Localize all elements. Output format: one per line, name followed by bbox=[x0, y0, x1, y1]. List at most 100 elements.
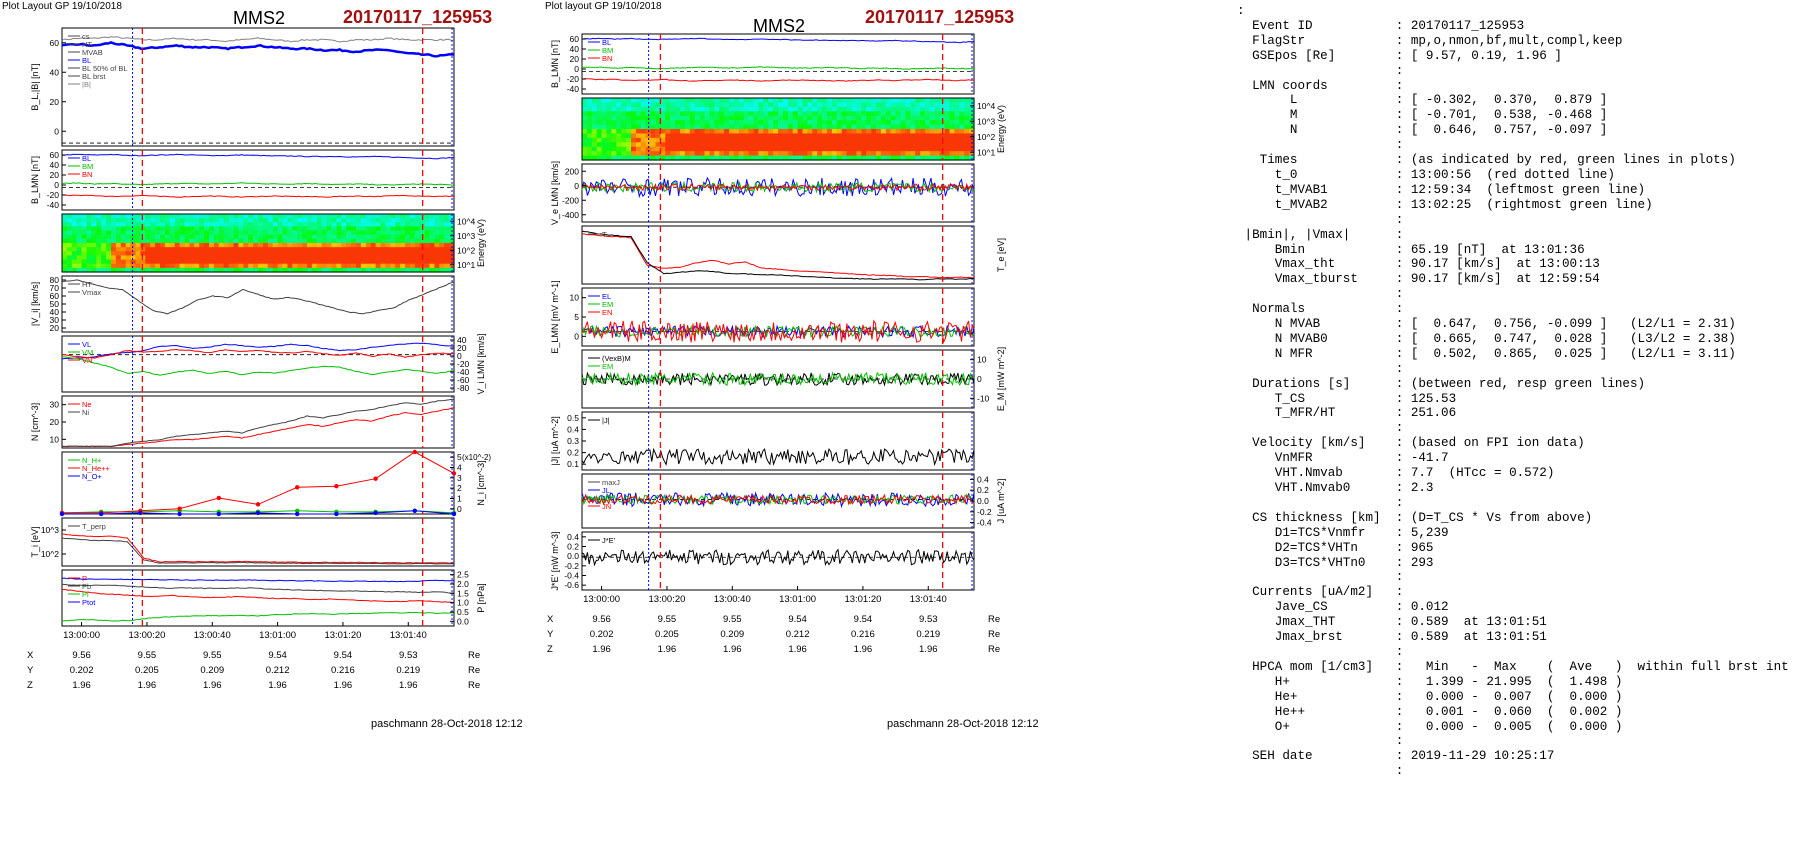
spectrogram-cell bbox=[321, 214, 328, 219]
spectrogram-cell bbox=[586, 111, 593, 117]
spectrogram-cell bbox=[680, 155, 686, 161]
spectrogram-cell bbox=[675, 151, 681, 157]
spectrogram-cell bbox=[307, 222, 313, 228]
spectrogram-cell bbox=[125, 243, 132, 248]
spectrogram-cell bbox=[851, 142, 857, 148]
spectrogram-cell bbox=[375, 243, 382, 248]
spectrogram-cell bbox=[336, 238, 342, 244]
spectrogram-cell bbox=[321, 238, 328, 244]
spectrogram-cell bbox=[876, 102, 882, 108]
spectrogram-cell bbox=[616, 102, 622, 108]
spectrogram-cell bbox=[130, 222, 137, 228]
spectrogram-cell bbox=[106, 214, 112, 219]
spectrogram-cell bbox=[665, 124, 671, 130]
spectrogram-cell bbox=[934, 151, 941, 157]
spectrogram-cell bbox=[120, 226, 127, 232]
spectrogram-cell bbox=[414, 243, 421, 248]
spectrogram-cell bbox=[140, 251, 146, 257]
spectrogram-cell bbox=[758, 98, 764, 104]
spectrogram-cell bbox=[675, 137, 681, 143]
spectrogram-cell bbox=[895, 115, 902, 121]
spectrogram-cell bbox=[429, 238, 435, 244]
series-line bbox=[581, 182, 975, 192]
spectrogram-cell bbox=[62, 259, 68, 265]
spectrogram-cell bbox=[449, 243, 455, 248]
spectrogram-cell bbox=[782, 137, 789, 143]
spectrogram-cell bbox=[910, 111, 916, 117]
spectrogram-cell bbox=[444, 255, 450, 261]
spectrogram-cell bbox=[223, 238, 230, 244]
spectrogram-cell bbox=[262, 259, 269, 265]
spectrogram-cell bbox=[631, 115, 637, 121]
spectrogram-cell bbox=[385, 247, 391, 252]
spectrogram-cell bbox=[199, 243, 205, 248]
legend-entry: BL brst bbox=[82, 72, 106, 81]
spectrogram-cell bbox=[302, 259, 308, 265]
spectrogram-cell bbox=[596, 124, 603, 130]
spectrogram-cell bbox=[155, 238, 161, 244]
spectrogram-cell bbox=[807, 151, 813, 157]
spectrogram-cell bbox=[135, 255, 141, 261]
spectrogram-cell bbox=[434, 247, 440, 252]
spectrogram-cell bbox=[807, 115, 813, 121]
spectrogram-cell bbox=[738, 137, 745, 143]
spectrogram-cell bbox=[841, 137, 848, 143]
spectrogram-cell bbox=[150, 251, 156, 257]
spectrogram-cell bbox=[360, 226, 367, 232]
spectrogram-cell bbox=[439, 259, 445, 265]
spectrogram-cell bbox=[429, 251, 435, 257]
spectrogram-cell bbox=[944, 102, 951, 108]
y-tick-label: 0 bbox=[574, 181, 579, 191]
spectrogram-cell bbox=[91, 247, 97, 252]
spectrogram-cell bbox=[684, 115, 691, 121]
spectrogram-cell bbox=[626, 137, 632, 143]
spectrogram-cell bbox=[959, 115, 965, 121]
series-line bbox=[61, 36, 455, 43]
spectrogram-cell bbox=[62, 243, 68, 248]
spectrogram-cell bbox=[729, 129, 735, 135]
spectrogram-cell bbox=[591, 102, 598, 108]
spectrogram-cell bbox=[120, 251, 127, 257]
spectrogram-cell bbox=[444, 263, 450, 269]
spectrogram-cell bbox=[311, 218, 318, 223]
position-row-label: Z bbox=[547, 644, 553, 655]
y-tick-label: 80 bbox=[50, 275, 60, 285]
y-axis-label: B_LMN [nT] bbox=[550, 40, 560, 88]
spectrogram-cell bbox=[733, 120, 740, 126]
spectrogram-cell bbox=[184, 230, 190, 236]
spectrogram-cell bbox=[424, 267, 431, 273]
legend-entry: BM bbox=[82, 162, 93, 171]
spectrogram-cell bbox=[199, 247, 205, 252]
spectrogram-cell bbox=[390, 234, 396, 240]
spectrogram-cell bbox=[331, 238, 337, 244]
spectrogram-cell bbox=[655, 133, 661, 139]
spectrogram-cell bbox=[817, 111, 823, 117]
spectrogram-cell bbox=[356, 251, 362, 257]
legend-entry: Ptot bbox=[82, 598, 96, 607]
spectrogram-cell bbox=[915, 106, 921, 112]
spectrogram-cell bbox=[272, 251, 279, 257]
spectrogram-cell bbox=[424, 247, 431, 252]
spectrogram-cell bbox=[758, 146, 764, 152]
spectrogram-cell bbox=[106, 267, 112, 273]
position-value: 1.96 bbox=[268, 680, 287, 691]
spectrogram-cell bbox=[949, 155, 955, 161]
spectrogram-cell bbox=[694, 111, 701, 117]
data-point bbox=[412, 508, 417, 513]
spectrogram-cell bbox=[400, 238, 406, 244]
spectrogram-cell bbox=[101, 263, 107, 269]
spectrogram-cell bbox=[262, 263, 269, 269]
spectrogram-cell bbox=[743, 102, 750, 108]
spectrogram-cell bbox=[409, 218, 416, 223]
spectrogram-cell bbox=[135, 238, 141, 244]
spectrogram-cell bbox=[228, 214, 235, 219]
spectrogram-cell bbox=[199, 234, 205, 240]
spectrogram-cell bbox=[817, 129, 823, 135]
spectrogram-cell bbox=[307, 230, 313, 236]
spectrogram-cell bbox=[640, 120, 647, 126]
spectrogram-cell bbox=[714, 120, 720, 126]
info-line: M : [ -0.701, 0.538, -0.468 ] bbox=[1237, 108, 1608, 123]
position-value: 1.96 bbox=[138, 680, 157, 691]
